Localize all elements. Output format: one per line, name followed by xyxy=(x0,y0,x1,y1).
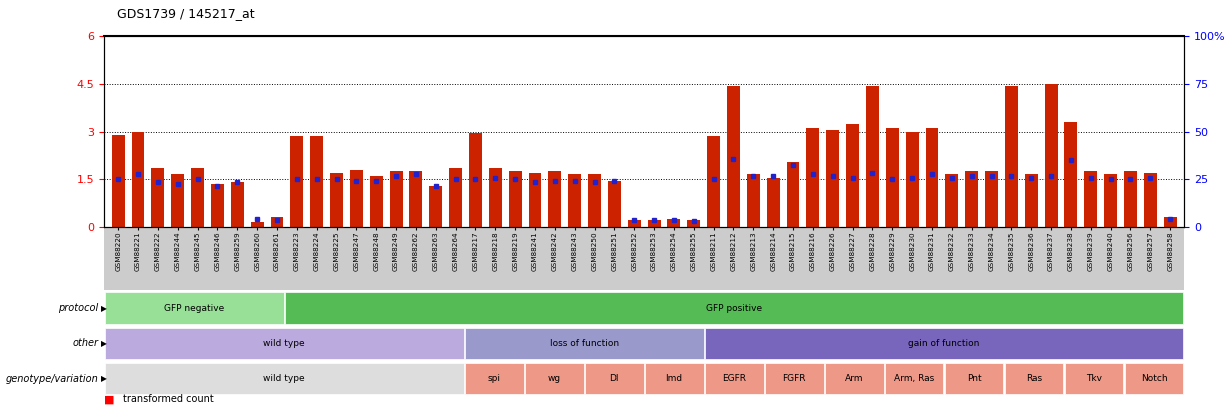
Bar xyxy=(250,222,264,227)
Bar xyxy=(806,128,820,227)
Bar xyxy=(1104,175,1117,227)
Bar xyxy=(1025,175,1038,227)
Bar xyxy=(826,130,839,227)
Bar xyxy=(628,220,640,227)
Text: Imd: Imd xyxy=(665,374,682,383)
Bar xyxy=(866,85,879,227)
Bar xyxy=(925,128,939,227)
Bar xyxy=(211,184,223,227)
Text: wild type: wild type xyxy=(264,339,306,348)
Bar xyxy=(588,175,601,227)
Bar xyxy=(310,136,323,227)
Bar xyxy=(172,175,184,227)
Bar xyxy=(966,171,978,227)
Text: ▶: ▶ xyxy=(101,374,107,383)
Text: ▶: ▶ xyxy=(101,304,107,313)
Text: gain of function: gain of function xyxy=(908,339,980,348)
Bar xyxy=(449,168,463,227)
Text: Tkv: Tkv xyxy=(1086,374,1102,383)
Text: wg: wg xyxy=(547,374,561,383)
Bar xyxy=(1065,122,1077,227)
Text: Dl: Dl xyxy=(610,374,618,383)
Bar xyxy=(906,132,919,227)
Bar xyxy=(667,219,681,227)
Bar xyxy=(1044,84,1058,227)
Bar xyxy=(231,182,244,227)
Bar xyxy=(747,175,760,227)
Bar xyxy=(607,181,621,227)
Text: ▶: ▶ xyxy=(101,339,107,348)
Bar xyxy=(707,136,720,227)
Bar xyxy=(648,220,660,227)
Text: EGFR: EGFR xyxy=(723,374,746,383)
Bar xyxy=(330,173,344,227)
Bar xyxy=(410,171,422,227)
Text: genotype/variation: genotype/variation xyxy=(5,374,98,384)
Bar xyxy=(1163,217,1177,227)
Bar xyxy=(1124,171,1137,227)
Bar xyxy=(1005,85,1018,227)
Bar xyxy=(529,173,541,227)
Text: transformed count: transformed count xyxy=(123,394,213,404)
Text: GDS1739 / 145217_at: GDS1739 / 145217_at xyxy=(117,7,254,20)
Text: ■: ■ xyxy=(104,394,115,404)
Text: protocol: protocol xyxy=(58,303,98,313)
Bar xyxy=(847,124,859,227)
Bar xyxy=(509,171,521,227)
Text: Arm, Ras: Arm, Ras xyxy=(894,374,934,383)
Bar xyxy=(369,176,383,227)
Bar xyxy=(350,170,363,227)
Bar xyxy=(112,135,125,227)
Bar xyxy=(767,178,779,227)
Bar xyxy=(568,175,582,227)
Bar xyxy=(131,132,145,227)
Text: GFP negative: GFP negative xyxy=(164,304,225,313)
Bar xyxy=(687,220,701,227)
Bar xyxy=(728,85,740,227)
Bar xyxy=(787,162,800,227)
Bar xyxy=(945,175,958,227)
Bar xyxy=(548,171,561,227)
Text: GFP positive: GFP positive xyxy=(706,304,762,313)
Bar xyxy=(151,168,164,227)
Bar xyxy=(270,217,283,227)
Text: wild type: wild type xyxy=(264,374,306,383)
Text: loss of function: loss of function xyxy=(550,339,618,348)
Text: Pnt: Pnt xyxy=(967,374,982,383)
Text: Notch: Notch xyxy=(1141,374,1167,383)
Bar xyxy=(191,168,204,227)
Bar xyxy=(886,128,898,227)
Bar xyxy=(429,186,442,227)
Text: spi: spi xyxy=(487,374,501,383)
Text: other: other xyxy=(72,339,98,348)
Text: FGFR: FGFR xyxy=(783,374,806,383)
Bar xyxy=(1144,173,1157,227)
Bar xyxy=(291,136,303,227)
Bar xyxy=(1085,171,1097,227)
Bar xyxy=(469,133,482,227)
Bar xyxy=(985,171,998,227)
Bar xyxy=(488,168,502,227)
Text: Ras: Ras xyxy=(1026,374,1042,383)
Bar xyxy=(390,171,402,227)
Text: Arm: Arm xyxy=(845,374,864,383)
